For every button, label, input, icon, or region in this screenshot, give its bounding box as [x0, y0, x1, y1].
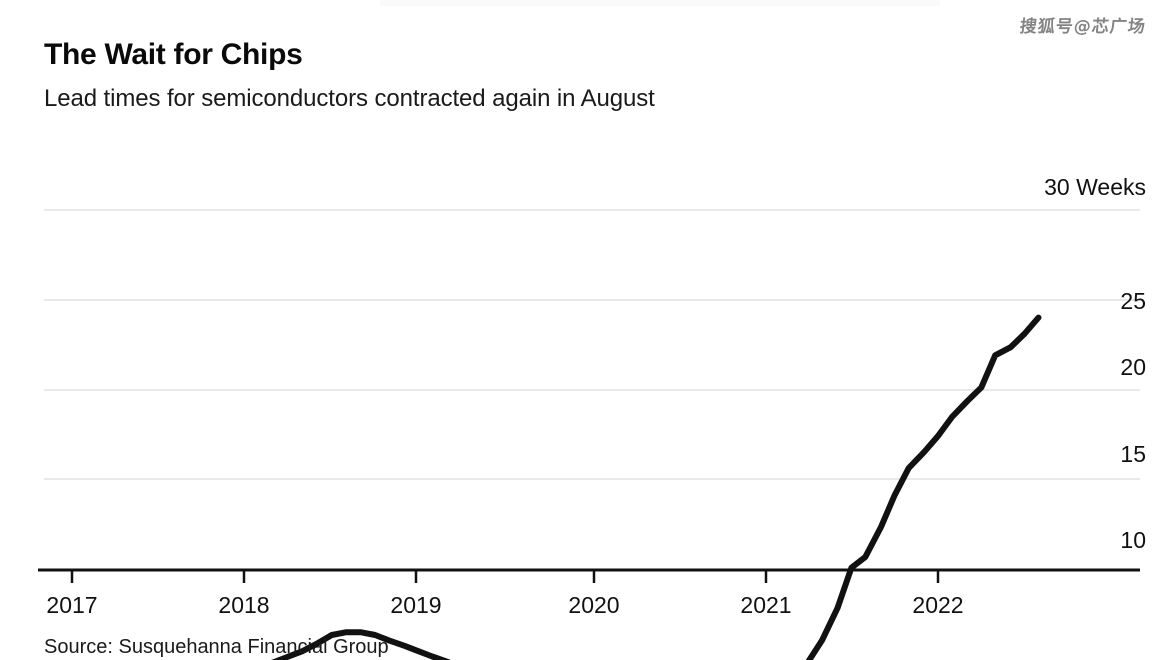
- series-line-lead-times: [270, 314, 1042, 660]
- y-axis-top-label: 30 Weeks: [1044, 174, 1146, 200]
- gridlines: [44, 209, 1140, 480]
- page-title: The Wait for Chips: [44, 38, 303, 71]
- top-edge-artifact: [380, 0, 940, 6]
- y-axis-label-15: 15: [1120, 441, 1146, 467]
- x-axis-label-2022: 2022: [912, 592, 964, 618]
- x-axis-label-2017: 2017: [46, 592, 98, 618]
- source-note: Source: Susquehanna Financial Group: [44, 636, 389, 658]
- y-axis-label-20: 20: [1120, 354, 1146, 380]
- page-subtitle: Lead times for semiconductors contracted…: [44, 85, 655, 112]
- x-axis-label-2021: 2021: [740, 592, 792, 618]
- x-axis-label-2020: 2020: [568, 592, 620, 618]
- x-axis-label-2018: 2018: [218, 592, 270, 618]
- y-axis-label-25: 25: [1120, 288, 1146, 314]
- x-axis: [38, 568, 1140, 583]
- y-axis-label-10: 10: [1120, 527, 1146, 553]
- x-axis-label-2019: 2019: [390, 592, 442, 618]
